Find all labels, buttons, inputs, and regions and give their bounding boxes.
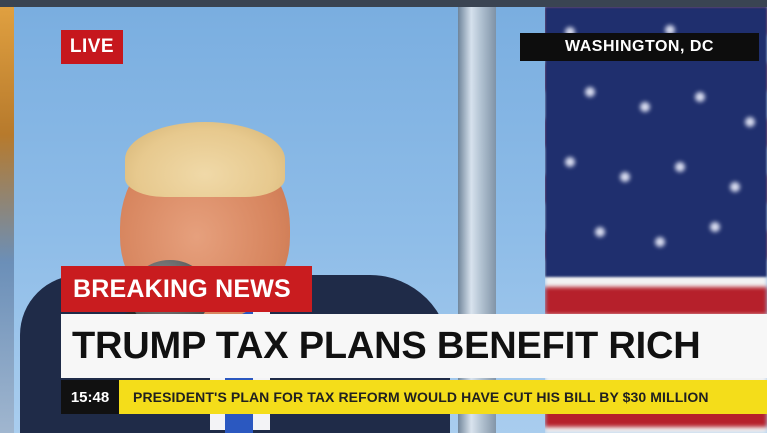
flag-star [595, 227, 605, 237]
breaking-news-bar: BREAKING NEWS [61, 266, 312, 312]
flag-star [675, 162, 685, 172]
ticker-text: PRESIDENT'S PLAN FOR TAX REFORM WOULD HA… [133, 389, 709, 405]
ticker-text-box: PRESIDENT'S PLAN FOR TAX REFORM WOULD HA… [119, 380, 767, 414]
news-ticker: 15:48 PRESIDENT'S PLAN FOR TAX REFORM WO… [61, 380, 767, 414]
flag-star [640, 102, 650, 112]
live-badge: LIVE [61, 30, 123, 64]
location-badge: WASHINGTON, DC [520, 33, 759, 61]
flag-star [565, 27, 575, 37]
ticker-time-box: 15:48 [61, 380, 119, 414]
flag-star [620, 172, 630, 182]
flag-star [710, 222, 720, 232]
speaker-hair [125, 122, 285, 197]
flag-star [745, 117, 755, 127]
headline-text: TRUMP TAX PLANS BENEFIT RICH [72, 324, 701, 367]
flag-star [655, 237, 665, 247]
flag-star [565, 157, 575, 167]
headline-bar: TRUMP TAX PLANS BENEFIT RICH [61, 314, 767, 378]
left-edge-strip [0, 7, 14, 433]
breaking-news-label: BREAKING NEWS [73, 274, 291, 303]
location-label: WASHINGTON, DC [565, 38, 714, 55]
flag-star [665, 25, 675, 35]
flag-star [695, 92, 705, 102]
ticker-time: 15:48 [70, 388, 110, 406]
flag-star [585, 87, 595, 97]
live-label: LIVE [69, 36, 115, 57]
top-bar [0, 0, 767, 7]
flag-star [730, 182, 740, 192]
